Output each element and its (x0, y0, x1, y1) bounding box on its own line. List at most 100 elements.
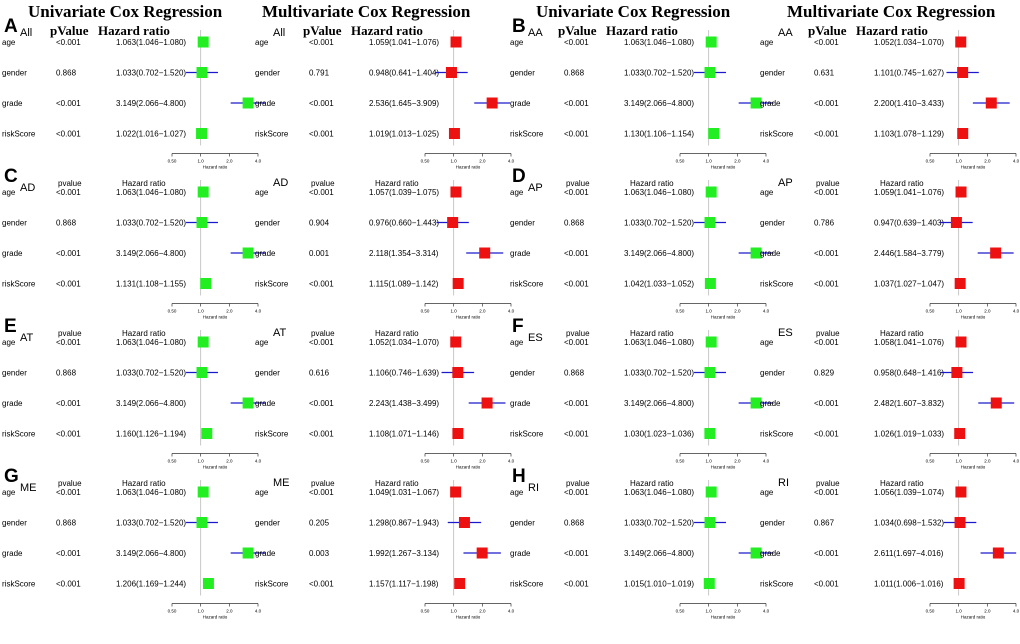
panel-letter: E (4, 316, 17, 337)
hr-marker (704, 428, 716, 439)
row-label-age: age (510, 188, 524, 197)
row-hazard-ratio-text: 3.149(2.066−4.800) (116, 99, 186, 108)
row-hazard-ratio-text: 1.033(0.702−1.520) (116, 69, 186, 78)
row-pvalue: <0.001 (814, 99, 839, 108)
row-pvalue: <0.001 (56, 430, 81, 439)
column-header-pvalue: pValue (50, 23, 89, 38)
row-hazard-ratio-text: 1.063(1.046−1.080) (624, 338, 694, 347)
row-label-gender: gender (760, 519, 785, 528)
panel-letter: D (512, 166, 526, 187)
column-header-pvalue: pvalue (311, 479, 335, 488)
x-tick-label: 4.0 (255, 459, 262, 464)
x-tick-label: 1.0 (956, 609, 963, 614)
x-tick-label: 0.50 (926, 159, 935, 164)
forest-panel-es-multivariate: ES pvalue Hazard ratio age <0.001 1.058(1.041… (760, 327, 1020, 470)
hr-marker (486, 97, 498, 109)
hr-marker (202, 578, 214, 589)
hr-marker (955, 36, 967, 48)
row-hazard-ratio-text: 1.108(1.071−1.146) (369, 430, 439, 439)
hr-marker (704, 278, 716, 289)
row-pvalue: 0.904 (309, 219, 330, 228)
subset-label: AT (20, 332, 34, 344)
row-hazard-ratio-text: 2.611(1.697−4.016) (874, 549, 944, 558)
row-pvalue: 0.868 (564, 369, 585, 378)
row-hazard-ratio-text: 1.160(1.126−1.194) (116, 430, 186, 439)
row-label-grade: grade (510, 249, 531, 258)
row-label-grade: grade (510, 549, 531, 558)
hr-marker (705, 336, 717, 348)
row-pvalue: 0.786 (814, 219, 835, 228)
x-tick-label: 0.50 (676, 159, 685, 164)
row-hazard-ratio-text: 1.030(1.023−1.036) (624, 430, 694, 439)
heading-univariate-right: Univariate Cox Regression (536, 2, 731, 21)
forest-panel-aa-multivariate: AA pValue Hazard ratio age <0.001 1.052(1.034… (760, 23, 1020, 170)
row-pvalue: <0.001 (814, 488, 839, 497)
row-pvalue: <0.001 (564, 280, 589, 289)
row-label-grade: grade (2, 99, 23, 108)
row-hazard-ratio-text: 1.056(1.039−1.074) (874, 488, 944, 497)
subset-label: RI (778, 477, 789, 489)
x-tick-label: 2.0 (984, 609, 991, 614)
hr-marker (458, 517, 470, 528)
row-label-age: age (760, 338, 774, 347)
row-hazard-ratio-text: 0.948(0.641−1.404) (369, 69, 439, 78)
row-label-grade: grade (255, 549, 276, 558)
row-hazard-ratio-text: 1.049(1.031−1.067) (369, 488, 439, 497)
row-hazard-ratio-text: 1.026(1.019−1.033) (874, 430, 944, 439)
x-tick-label: 4.0 (1013, 159, 1020, 164)
row-label-age: age (510, 338, 524, 347)
row-pvalue: <0.001 (564, 338, 589, 347)
row-hazard-ratio-text: 1.106(0.746−1.639) (369, 369, 439, 378)
column-header-hazard-ratio: Hazard ratio (630, 479, 674, 488)
row-hazard-ratio-text: 2.200(1.410−3.433) (874, 99, 944, 108)
row-pvalue: 0.867 (814, 519, 835, 528)
row-hazard-ratio-text: 3.149(2.066−4.800) (624, 99, 694, 108)
hr-marker (450, 486, 462, 498)
row-pvalue: <0.001 (564, 549, 589, 558)
hr-marker (750, 397, 762, 409)
panel-letter: A (4, 16, 18, 37)
subset-label: ME (273, 477, 290, 489)
x-tick-label: 4.0 (1013, 309, 1020, 314)
column-header-pvalue: pvalue (311, 179, 335, 188)
column-header-hazard-ratio: Hazard ratio (122, 329, 166, 338)
x-tick-label: 2.0 (734, 159, 741, 164)
hr-marker (985, 97, 997, 109)
hr-marker (954, 428, 966, 439)
x-tick-label: 0.50 (421, 309, 430, 314)
x-tick-label: 2.0 (226, 309, 233, 314)
row-pvalue: 0.205 (309, 519, 330, 528)
x-tick-label: 0.50 (421, 609, 430, 614)
row-label-age: age (2, 38, 16, 47)
row-label-grade: grade (255, 399, 276, 408)
row-pvalue: <0.001 (564, 38, 589, 47)
hr-marker (708, 128, 720, 139)
row-label-gender: gender (255, 219, 280, 228)
row-hazard-ratio-text: 2.482(1.607−3.832) (874, 399, 944, 408)
row-hazard-ratio-text: 1.033(0.702−1.520) (624, 219, 694, 228)
subset-label: ME (20, 482, 37, 494)
row-label-riskscore: riskScore (760, 580, 794, 589)
row-label-riskscore: riskScore (510, 580, 544, 589)
x-axis-label: Hazard ratio (711, 315, 736, 320)
row-hazard-ratio-text: 1.033(0.702−1.520) (624, 69, 694, 78)
row-label-age: age (760, 38, 774, 47)
hr-marker (196, 128, 208, 139)
row-pvalue: <0.001 (814, 338, 839, 347)
row-hazard-ratio-text: 1.059(1.041−1.076) (874, 188, 944, 197)
row-label-gender: gender (510, 69, 535, 78)
row-hazard-ratio-text: 1.011(1.006−1.016) (874, 580, 944, 589)
row-pvalue: <0.001 (56, 549, 81, 558)
row-hazard-ratio-text: 3.149(2.066−4.800) (116, 249, 186, 258)
x-tick-label: 2.0 (734, 609, 741, 614)
row-pvalue: <0.001 (814, 38, 839, 47)
row-hazard-ratio-text: 1.033(0.702−1.520) (116, 519, 186, 528)
row-label-age: age (255, 188, 269, 197)
panel-letter: H (512, 466, 526, 487)
row-hazard-ratio-text: 3.149(2.066−4.800) (116, 399, 186, 408)
row-label-gender: gender (510, 219, 535, 228)
row-label-age: age (510, 488, 524, 497)
row-pvalue: <0.001 (564, 399, 589, 408)
x-tick-label: 2.0 (479, 459, 486, 464)
row-pvalue: 0.616 (309, 369, 330, 378)
